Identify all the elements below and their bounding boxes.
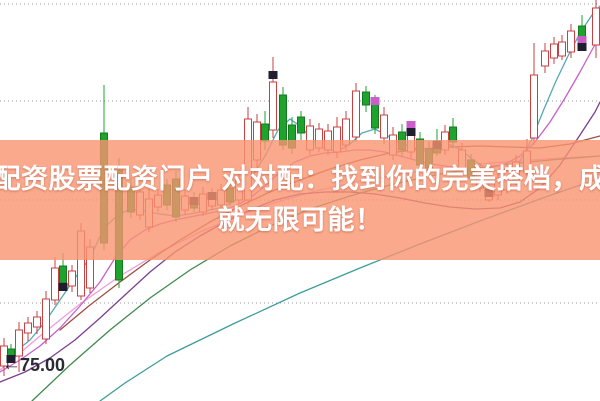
candle-body-up <box>24 322 32 334</box>
candle-body-up <box>51 267 59 301</box>
left-arrow-icon: ← <box>2 354 21 375</box>
candle-body-up <box>380 114 388 139</box>
signal-marker-magenta <box>406 121 416 129</box>
candle-body-up <box>68 270 76 287</box>
candle-body-up <box>42 298 50 340</box>
candle-body-up <box>541 50 549 67</box>
candle-body-down <box>59 265 67 284</box>
candle-body-down <box>261 123 269 142</box>
signal-marker-magenta <box>577 36 587 44</box>
signal-marker-dark <box>6 355 16 363</box>
candle-body-up <box>15 329 23 357</box>
signal-marker-dark <box>577 43 587 51</box>
candle-body-down <box>297 116 305 134</box>
banner-text-line-2: 就无限可能！ <box>217 205 383 235</box>
price-value: 75.00 <box>20 354 66 375</box>
candle-body-up <box>530 74 538 139</box>
candle-body-down <box>279 94 287 146</box>
candle-body-up <box>33 316 41 328</box>
price-label: ← 75.00 <box>2 354 65 376</box>
signal-marker-dark <box>406 128 416 136</box>
candle-body-up <box>269 81 277 131</box>
signal-marker-magenta <box>370 97 380 105</box>
candle-body-up <box>550 43 558 59</box>
candle-body-up <box>592 7 600 46</box>
signal-marker-dark <box>268 71 278 79</box>
candle-body-down <box>362 91 370 106</box>
signal-marker-dark <box>58 283 68 291</box>
promo-banner: 配资股票配资门户 对对配：找到你的完美搭档，成 就无限可能！ <box>0 140 600 260</box>
candle-body-up <box>567 30 575 53</box>
candle-body-up <box>558 41 566 57</box>
candle-body-up <box>352 90 360 138</box>
candle-body-down <box>371 102 379 129</box>
banner-text-line-1: 配资股票配资门户 对对配：找到你的完美搭档，成 <box>0 164 600 194</box>
